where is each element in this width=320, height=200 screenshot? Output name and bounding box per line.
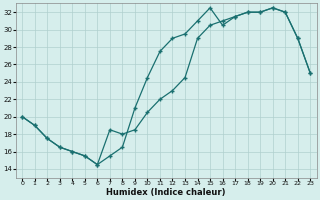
- X-axis label: Humidex (Indice chaleur): Humidex (Indice chaleur): [107, 188, 226, 197]
